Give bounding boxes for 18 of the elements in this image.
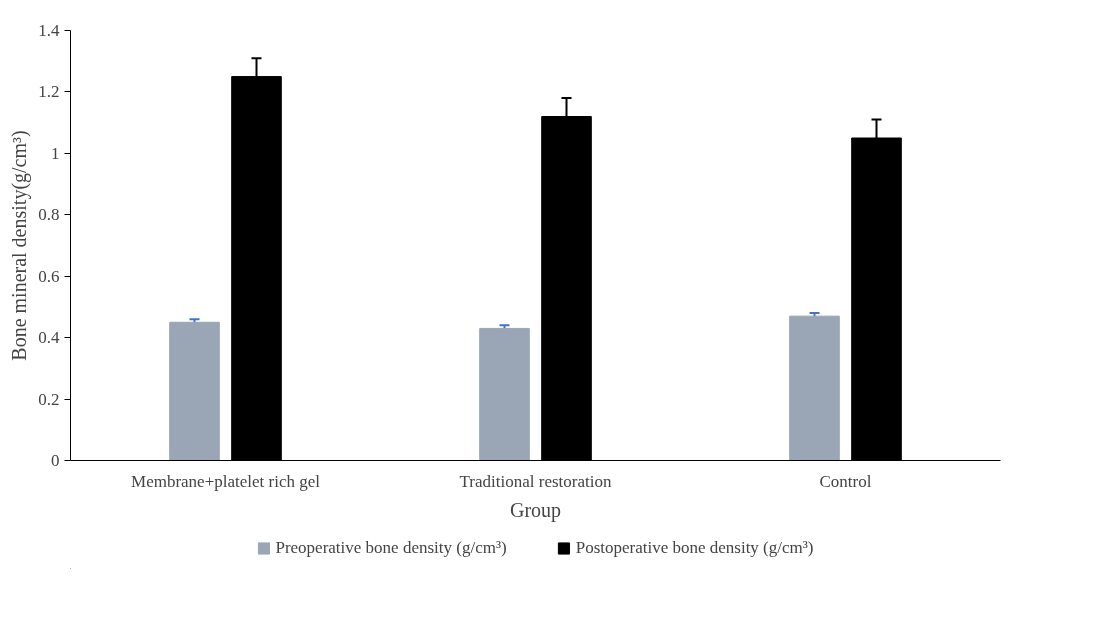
- y-tick-label: 0.8: [38, 205, 60, 225]
- y-tick-label: 1: [51, 143, 60, 163]
- bar: [169, 321, 220, 461]
- y-axis-title: Bone mineral density(g/cm³): [8, 130, 32, 361]
- legend-label: Postoperative bone density (g/cm³): [575, 538, 814, 558]
- y-tick-label: 0.4: [38, 328, 60, 348]
- y-tick-label: 0: [51, 451, 60, 470]
- y-tick-label: 0.2: [38, 389, 60, 409]
- bar: [479, 327, 530, 461]
- y-tick-label: 1.4: [38, 21, 60, 40]
- x-tick-label: Control: [819, 471, 872, 491]
- x-axis-title: Group: [509, 498, 562, 522]
- bar: [789, 315, 840, 461]
- x-tick-label: Membrane+platelet rich gel: [131, 471, 321, 491]
- legend-label: Preoperative bone density (g/cm³): [275, 538, 507, 558]
- y-tick-label: 1.2: [38, 82, 60, 102]
- y-tick-label: 0.6: [38, 266, 60, 286]
- x-tick-label: Traditional restoration: [459, 471, 612, 491]
